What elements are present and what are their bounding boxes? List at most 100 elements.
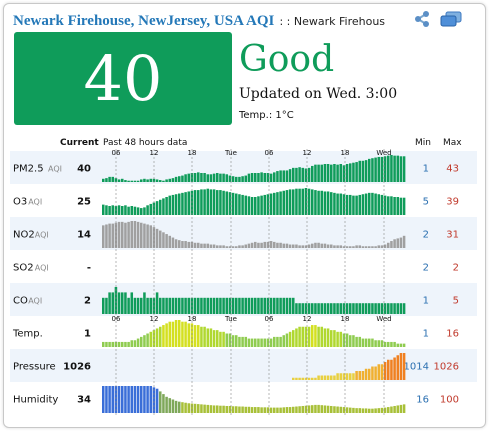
history-bar — [361, 371, 365, 380]
row-min-value: 1 — [423, 164, 429, 175]
history-bar — [336, 406, 339, 413]
history-bar — [273, 407, 276, 413]
history-bar — [155, 388, 159, 413]
history-bar — [121, 178, 124, 182]
history-bar — [159, 230, 162, 248]
history-bar — [266, 338, 270, 347]
history-bar — [105, 224, 108, 248]
history-bar — [155, 201, 159, 215]
history-bar — [355, 303, 358, 314]
history-bar — [168, 178, 172, 182]
history-bar — [114, 386, 118, 413]
history-bar — [320, 243, 324, 248]
history-bar — [102, 386, 105, 413]
history-bar — [361, 338, 365, 347]
history-bar — [124, 386, 127, 413]
history-bar — [108, 206, 111, 215]
history-bar — [231, 192, 235, 215]
history-bar — [244, 195, 248, 215]
history-bar — [364, 408, 368, 413]
history-bar — [336, 373, 339, 380]
history-bar — [254, 173, 257, 182]
history-bar — [149, 297, 153, 314]
history-bar — [190, 403, 194, 413]
history-bar — [361, 246, 365, 248]
history-bar — [121, 206, 124, 215]
history-bar — [330, 164, 333, 182]
history-bar — [247, 297, 251, 314]
history-bar — [330, 330, 333, 348]
history-bar — [263, 407, 267, 413]
history-bar — [203, 404, 206, 413]
history-bar — [387, 359, 390, 380]
history-bar — [219, 190, 222, 215]
share-icon[interactable] — [413, 10, 431, 32]
history-bar — [266, 194, 270, 215]
history-bar — [184, 321, 187, 347]
history-bar — [307, 377, 311, 380]
history-bar — [399, 343, 403, 348]
history-bar — [339, 406, 343, 413]
history-bar — [374, 303, 377, 314]
history-bar — [216, 190, 219, 215]
history-bar — [326, 244, 330, 248]
history-bar — [330, 303, 333, 314]
row-label: PM2.5 — [13, 164, 44, 175]
history-bar — [307, 405, 311, 413]
history-bar — [146, 333, 149, 347]
row-max-value: 16 — [446, 329, 459, 340]
history-bar — [377, 245, 381, 248]
history-bar — [244, 336, 248, 348]
history-bar — [136, 386, 140, 413]
history-bar — [304, 377, 308, 380]
history-bar — [396, 343, 400, 348]
history-bar — [387, 303, 390, 314]
history-bar — [254, 407, 257, 413]
history-bar — [314, 377, 317, 380]
history-bar — [292, 297, 295, 314]
history-bar — [396, 238, 400, 248]
history-bar — [355, 336, 358, 348]
history-bar — [295, 303, 298, 314]
history-bar — [181, 241, 184, 248]
history-bar — [193, 297, 197, 314]
row-current-value: 25 — [77, 197, 91, 208]
history-bar — [111, 292, 115, 314]
station-title-link[interactable]: Newark Firehouse, NewJersey, USA AQI — [13, 13, 275, 29]
history-bar — [364, 303, 368, 314]
history-bar — [162, 394, 165, 413]
history-bar — [124, 180, 127, 182]
history-bar — [298, 188, 301, 215]
history-bar — [114, 287, 118, 314]
chat-icon[interactable] — [440, 11, 462, 31]
history-bar — [235, 335, 238, 347]
history-bar — [276, 192, 279, 215]
history-bar — [244, 244, 248, 248]
current-column-header: Current — [60, 138, 99, 148]
history-bar — [238, 194, 241, 215]
history-bar — [364, 338, 368, 347]
history-bar — [197, 242, 200, 248]
history-bar — [304, 405, 308, 413]
history-bar — [108, 386, 111, 413]
history-bar — [285, 297, 289, 314]
history-bar — [149, 386, 153, 413]
history-bar — [193, 173, 197, 182]
current-temperature: Temp.: 1°C — [239, 110, 294, 121]
history-bar — [260, 172, 263, 182]
history-bar — [323, 164, 327, 182]
history-bar — [326, 303, 330, 314]
history-bar — [247, 406, 251, 413]
history-bar — [181, 297, 184, 314]
history-bar — [190, 241, 194, 248]
history-bar — [371, 158, 374, 182]
history-bar — [250, 242, 254, 248]
max-column-header: Max — [443, 138, 462, 148]
history-bar — [317, 326, 320, 347]
history-bar — [345, 246, 349, 248]
row-min-value: 5 — [423, 197, 429, 208]
history-bar — [209, 244, 213, 248]
history-bar — [342, 373, 346, 380]
history-bar — [380, 340, 384, 347]
